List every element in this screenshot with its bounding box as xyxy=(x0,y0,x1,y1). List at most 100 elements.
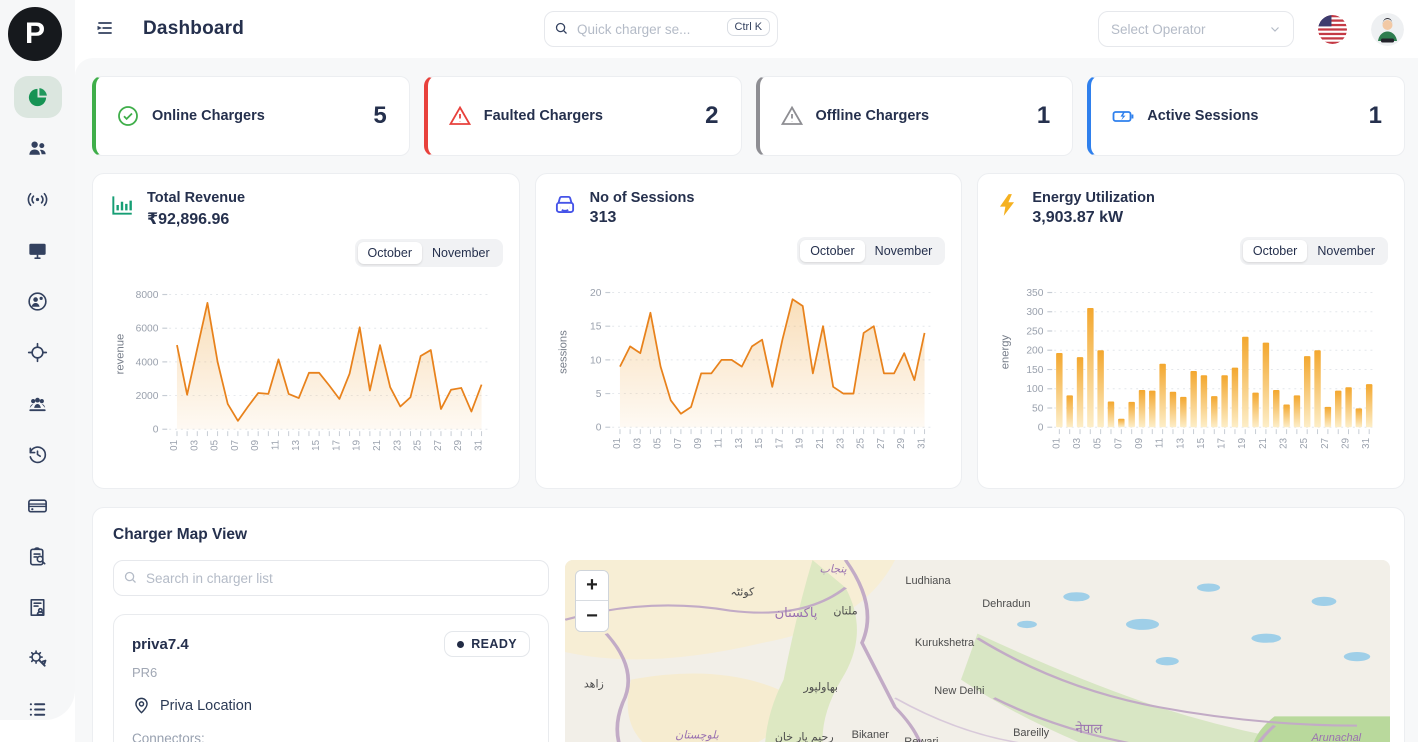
chart-value: ₹92,896.96 xyxy=(147,211,230,228)
svg-text:29: 29 xyxy=(1341,438,1352,449)
quick-search-input[interactable] xyxy=(544,11,779,47)
app-logo[interactable]: P xyxy=(5,4,65,64)
sidebar-item-payments[interactable] xyxy=(14,484,62,526)
sidebar-item-logs[interactable] xyxy=(14,688,62,730)
zoom-out-button[interactable]: − xyxy=(576,601,608,631)
zoom-in-button[interactable]: + xyxy=(576,571,608,601)
svg-text:01: 01 xyxy=(612,438,623,449)
svg-text:19: 19 xyxy=(794,438,805,449)
tab-november[interactable]: November xyxy=(1317,244,1376,258)
svg-text:sessions: sessions xyxy=(557,330,569,374)
svg-text:revenue: revenue xyxy=(114,334,126,375)
stat-card-online-chargers: Online Chargers 5 xyxy=(92,76,410,156)
month-toggle: October November xyxy=(354,239,503,267)
sidebar-item-dashboard-pie[interactable] xyxy=(13,76,62,118)
map-view[interactable]: + − پنجاب Ludhiana کوئٹہ ملتان پاکستان Dehrad… xyxy=(565,560,1390,742)
svg-text:09: 09 xyxy=(693,438,704,449)
svg-text:31: 31 xyxy=(474,440,485,451)
svg-text:13: 13 xyxy=(291,440,302,451)
lightning-bolt-icon xyxy=(1000,194,1015,216)
location-pin-icon xyxy=(135,697,148,714)
logs-icon xyxy=(29,702,46,716)
month-toggle: October November xyxy=(1239,237,1389,265)
search-icon xyxy=(124,571,136,583)
svg-text:21: 21 xyxy=(1258,438,1269,449)
us-flag-icon[interactable] xyxy=(1318,14,1347,44)
user-avatar[interactable] xyxy=(1371,12,1404,46)
stat-value: 5 xyxy=(373,102,387,129)
sidebar-item-history[interactable] xyxy=(14,433,62,475)
sidebar-item-users[interactable] xyxy=(14,127,62,169)
dashboard-pie-icon xyxy=(28,87,47,106)
chart-title: Total Revenue xyxy=(147,190,246,206)
tab-october[interactable]: October xyxy=(357,242,422,264)
energy-chart: 0 50 100 150 200 250 300 350 energy 01 03 05 07 09 11 1… xyxy=(994,273,1388,478)
svg-text:27: 27 xyxy=(1320,438,1331,449)
svg-text:8000: 8000 xyxy=(136,290,159,301)
stat-label: Offline Chargers xyxy=(815,108,930,124)
charger-list-column: priva7.4 READY PR6 Priva Location Connec… xyxy=(113,560,549,742)
svg-text:17: 17 xyxy=(774,438,785,449)
charger-list-search-input[interactable] xyxy=(113,560,549,596)
svg-text:31: 31 xyxy=(1362,438,1373,449)
sidebar-item-reports[interactable] xyxy=(14,586,62,628)
svg-text:200: 200 xyxy=(1027,346,1044,357)
operator-select[interactable]: Select Operator xyxy=(1098,11,1294,47)
stat-label: Faulted Chargers xyxy=(483,108,603,124)
stat-value: 1 xyxy=(1368,102,1382,129)
svg-text:27: 27 xyxy=(433,440,444,451)
page-title: Dashboard xyxy=(143,18,245,39)
stat-value: 1 xyxy=(1036,102,1051,129)
menu-fold-icon[interactable] xyxy=(91,14,119,45)
tab-november[interactable]: November xyxy=(874,244,933,258)
quick-search: Ctrl K xyxy=(544,11,779,47)
svg-text:15: 15 xyxy=(754,437,765,448)
svg-text:13: 13 xyxy=(733,438,744,449)
svg-text:21: 21 xyxy=(372,440,383,451)
status-dot xyxy=(457,640,465,648)
svg-text:01: 01 xyxy=(169,440,180,451)
svg-text:15: 15 xyxy=(590,322,602,333)
sidebar-item-broadcast[interactable] xyxy=(14,178,62,220)
sidebar-item-audit[interactable] xyxy=(14,535,62,577)
car-icon xyxy=(555,195,574,213)
svg-text:07: 07 xyxy=(230,440,241,451)
svg-text:05: 05 xyxy=(210,439,221,450)
alert-triangle-icon xyxy=(448,105,471,125)
sidebar-item-locations[interactable] xyxy=(14,331,62,373)
stat-value: 2 xyxy=(705,102,719,129)
revenue-chart: 0 2000 4000 6000 8000 revenue 01 03 05 07 09 11 13 15… xyxy=(109,275,503,480)
alert-triangle-icon xyxy=(780,105,803,125)
svg-text:25: 25 xyxy=(1300,437,1311,448)
keyboard-shortcut-badge: Ctrl K xyxy=(726,18,771,36)
audit-icon xyxy=(29,546,46,565)
svg-text:09: 09 xyxy=(1134,438,1145,449)
month-toggle: October November xyxy=(797,237,946,265)
svg-text:23: 23 xyxy=(835,438,846,449)
svg-text:21: 21 xyxy=(815,438,826,449)
topbar-right: Select Operator xyxy=(1098,11,1404,47)
sidebar-item-maintenance[interactable] xyxy=(14,637,62,679)
svg-text:03: 03 xyxy=(189,440,200,451)
svg-text:20: 20 xyxy=(590,288,602,299)
svg-text:250: 250 xyxy=(1027,326,1044,337)
sidebar-item-monitor[interactable] xyxy=(14,229,62,271)
charger-card-priva74[interactable]: priva7.4 READY PR6 Priva Location Connec… xyxy=(113,614,549,742)
tab-october[interactable]: October xyxy=(1242,240,1308,262)
svg-text:23: 23 xyxy=(392,440,403,451)
customers-icon xyxy=(29,397,46,411)
tab-october[interactable]: October xyxy=(800,240,865,262)
reports-icon xyxy=(30,598,45,616)
operator-select-value: Select Operator xyxy=(1111,21,1206,37)
sidebar-item-customers[interactable] xyxy=(14,382,62,424)
svg-text:17: 17 xyxy=(331,440,342,451)
monitor-icon xyxy=(29,243,46,259)
sidebar-item-drivers[interactable] xyxy=(14,280,62,322)
svg-text:07: 07 xyxy=(673,438,684,449)
sidebar: P xyxy=(0,0,75,720)
svg-text:29: 29 xyxy=(453,440,464,451)
stat-cards-row: Online Chargers 5 Faulted Chargers 2 Off… xyxy=(92,76,1405,156)
svg-text:15: 15 xyxy=(1196,437,1207,448)
svg-text:23: 23 xyxy=(1279,438,1290,449)
tab-november[interactable]: November xyxy=(432,246,490,260)
